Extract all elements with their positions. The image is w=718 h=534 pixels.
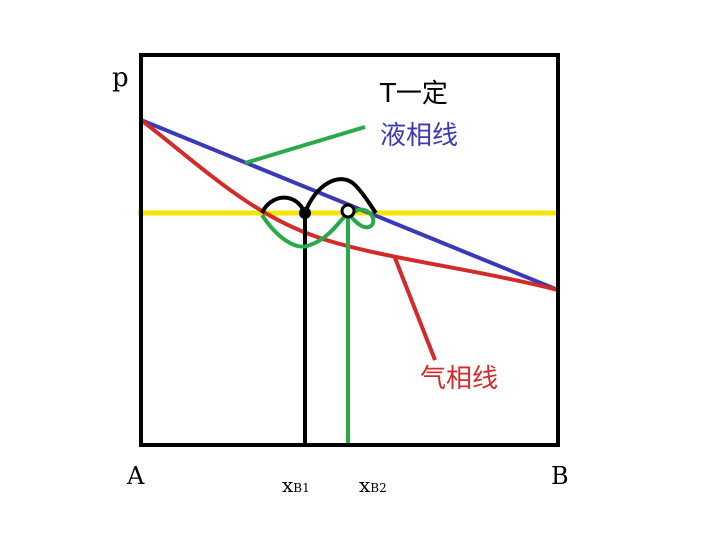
- label-vapor: 气相线: [420, 364, 498, 394]
- liquid-sketch: [260, 177, 378, 219]
- liquid-pointer: [244, 125, 366, 165]
- label-xb2-x: x: [359, 473, 371, 497]
- vapor-pointer: [393, 257, 437, 361]
- point-xb2: [340, 203, 356, 219]
- label-b: B: [551, 462, 569, 490]
- axis-label-p: p: [112, 63, 129, 93]
- label-a: A: [126, 462, 145, 490]
- label-xb2-sub: B2: [370, 481, 386, 495]
- label-xb2: xB2: [359, 473, 387, 497]
- point-xb1: [299, 207, 311, 219]
- frame: [139, 53, 560, 447]
- label-xb1-sub: B1: [293, 481, 309, 495]
- label-liquid: 液相线: [380, 121, 458, 151]
- label-t-const: T一定: [379, 79, 448, 109]
- label-xb1: xB1: [282, 473, 310, 497]
- label-xb1-x: x: [282, 473, 294, 497]
